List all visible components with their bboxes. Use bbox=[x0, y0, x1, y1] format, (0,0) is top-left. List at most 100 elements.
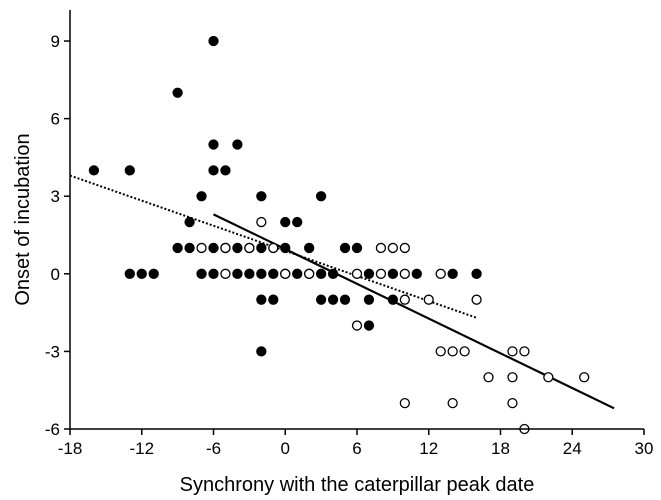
filled-data-point bbox=[208, 242, 219, 254]
x-tick-label: 18 bbox=[491, 439, 510, 458]
open-data-point bbox=[399, 294, 410, 305]
open-data-point bbox=[507, 372, 518, 383]
open-data-point bbox=[435, 268, 446, 279]
x-tick-label: 24 bbox=[563, 439, 582, 458]
filled-data-point bbox=[244, 268, 255, 279]
filled-data-point bbox=[363, 294, 375, 305]
filled-data-point bbox=[196, 268, 207, 279]
filled-data-point bbox=[208, 139, 219, 150]
x-tick-label: 6 bbox=[352, 439, 361, 458]
filled-data-point bbox=[471, 268, 482, 279]
filled-data-point bbox=[256, 294, 267, 305]
filled-data-point bbox=[124, 165, 135, 176]
filled-data-point bbox=[292, 216, 303, 228]
y-tick-label: 0 bbox=[51, 265, 60, 284]
open-data-point bbox=[304, 268, 315, 279]
y-tick-label: 6 bbox=[51, 110, 60, 129]
open-data-point bbox=[256, 216, 267, 228]
open-data-point bbox=[351, 320, 363, 331]
open-data-point bbox=[244, 242, 255, 254]
filled-data-point bbox=[184, 216, 195, 228]
filled-data-point bbox=[196, 191, 207, 202]
filled-data-point bbox=[184, 242, 195, 254]
y-axis-title: Onset of incubation bbox=[12, 133, 34, 305]
filled-data-point bbox=[136, 268, 147, 279]
filled-data-point bbox=[292, 268, 303, 279]
filled-data-point bbox=[172, 87, 183, 98]
open-data-point bbox=[507, 397, 518, 409]
y-tick-label: -6 bbox=[45, 420, 60, 439]
open-data-point bbox=[399, 242, 410, 254]
filled-data-point bbox=[351, 242, 363, 254]
filled-data-point bbox=[327, 294, 339, 305]
filled-data-point bbox=[363, 268, 375, 279]
open-data-point bbox=[399, 397, 410, 409]
x-tick-label: -18 bbox=[58, 439, 83, 458]
open-data-point bbox=[471, 294, 482, 305]
open-data-point bbox=[375, 242, 387, 254]
x-axis-ticks: -18 -12 -6 0 6 12 18 24 30 bbox=[58, 429, 654, 458]
filled-data-point bbox=[315, 268, 327, 279]
filled-data-point bbox=[411, 268, 422, 279]
trend-lines bbox=[69, 174, 615, 410]
filled-data-point bbox=[256, 242, 267, 254]
filled-data-point bbox=[280, 216, 291, 228]
filled-data-point bbox=[232, 268, 243, 279]
filled-data-point bbox=[256, 191, 267, 202]
open-data-point bbox=[196, 242, 207, 254]
filled-data-point bbox=[220, 165, 231, 176]
filled-data-point bbox=[256, 346, 267, 357]
filled-data-point bbox=[208, 165, 219, 176]
open-data-point bbox=[220, 242, 231, 254]
y-tick-label: 3 bbox=[51, 187, 60, 206]
filled-data-point bbox=[339, 242, 351, 254]
open-data-point bbox=[435, 346, 446, 357]
open-data-point bbox=[220, 268, 231, 279]
filled-data-point bbox=[148, 268, 159, 279]
open-data-point bbox=[375, 268, 387, 279]
open-data-point bbox=[579, 372, 590, 383]
open-data-point bbox=[423, 294, 434, 305]
filled-data-point bbox=[280, 242, 291, 254]
filled-data-point bbox=[304, 242, 315, 254]
x-tick-label: 0 bbox=[281, 439, 290, 458]
open-data-point bbox=[351, 268, 363, 279]
open-data-point bbox=[483, 372, 494, 383]
open-data-point bbox=[507, 346, 518, 357]
x-tick-label: -6 bbox=[206, 439, 221, 458]
filled-data-point bbox=[327, 268, 339, 279]
filled-data-point bbox=[208, 35, 219, 47]
open-data-point bbox=[447, 397, 458, 409]
x-axis-title: Synchrony with the caterpillar peak date bbox=[180, 474, 535, 496]
filled-data-point bbox=[88, 165, 100, 176]
filled-data-point bbox=[268, 268, 279, 279]
filled-data-point bbox=[124, 268, 135, 279]
y-axis-ticks: -6 -3 0 3 6 9 bbox=[45, 32, 70, 439]
open-data-point bbox=[399, 268, 410, 279]
filled-data-point bbox=[256, 268, 267, 279]
open-data-point bbox=[387, 242, 399, 254]
open-data-point bbox=[519, 346, 530, 357]
open-data-point bbox=[447, 346, 458, 357]
open-data-point bbox=[459, 346, 470, 357]
filled-data-point bbox=[339, 294, 351, 305]
filled-data-point bbox=[232, 242, 243, 254]
filled-data-point bbox=[315, 191, 327, 202]
filled-data-point bbox=[447, 268, 458, 279]
filled-data-point bbox=[315, 294, 327, 305]
open-data-point bbox=[543, 372, 554, 383]
filled-data-point bbox=[232, 139, 243, 150]
data-points bbox=[88, 35, 590, 435]
x-tick-label: 12 bbox=[419, 439, 438, 458]
filled-data-point bbox=[363, 320, 375, 331]
filled-data-point bbox=[268, 294, 279, 305]
plot-area bbox=[69, 35, 615, 435]
y-tick-label: 9 bbox=[51, 32, 60, 51]
y-tick-label: -3 bbox=[45, 342, 60, 361]
x-tick-label: 30 bbox=[635, 439, 654, 458]
filled-data-point bbox=[172, 242, 183, 254]
filled-data-point bbox=[208, 268, 219, 279]
open-data-point bbox=[280, 268, 291, 279]
filled-data-point bbox=[387, 294, 399, 305]
